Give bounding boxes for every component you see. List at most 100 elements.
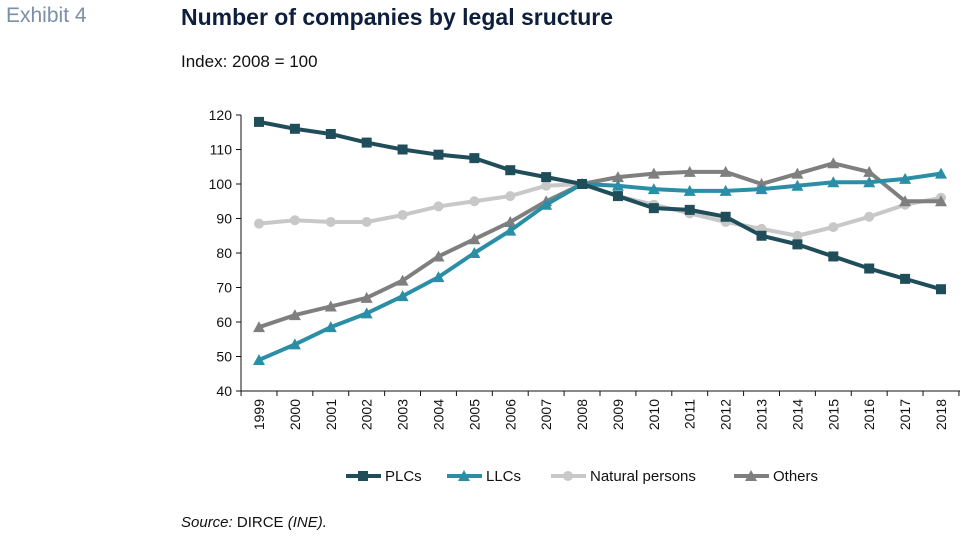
data-point-others [360, 291, 373, 303]
data-point-llcs [863, 176, 876, 188]
data-point-plcs [936, 284, 946, 295]
data-point-plcs [720, 211, 731, 222]
series-line-llcs [258, 171, 942, 362]
x-tick-label: 2001 [323, 399, 339, 430]
data-point-others [899, 195, 912, 207]
data-point-llcs [755, 183, 768, 195]
x-tick-label: 2012 [718, 399, 734, 430]
data-point-plcs [864, 263, 875, 274]
data-point-llcs [935, 167, 947, 179]
data-point-llcs [719, 184, 732, 196]
data-point-plcs [684, 204, 695, 215]
data-point-llcs [504, 224, 517, 236]
x-tick-label: 2006 [502, 399, 518, 430]
x-tick-label: 2014 [789, 399, 805, 430]
data-point-llcs [360, 307, 373, 319]
x-tick-label: 2010 [646, 399, 662, 430]
data-point-plcs [792, 239, 803, 250]
data-point-plcs [828, 251, 839, 262]
chart-legend: PLCs LLCs Natural persons Others [346, 468, 818, 485]
chart-series [253, 116, 947, 365]
legend-marker-plcs [358, 471, 368, 481]
data-point-plcs [325, 128, 336, 139]
source-note: Source: DIRCE (INE). [181, 514, 327, 531]
y-tick-label: 60 [216, 314, 232, 330]
data-point-llcs [791, 179, 804, 191]
data-point-others [611, 171, 624, 183]
data-point-llcs [253, 353, 265, 365]
x-tick-label: 2008 [574, 399, 590, 430]
chart-axes: 40 50 60 70 80 90 100 110 120 1999 2000 2001 2002 200… [209, 107, 960, 430]
data-point-llcs [540, 198, 553, 210]
legend-label-llcs: LLCs [486, 468, 521, 485]
source-org: (INE). [287, 514, 327, 531]
legend-marker-natural-persons [563, 471, 573, 481]
data-point-others [432, 250, 445, 262]
series-line-plcs [258, 119, 942, 292]
data-point-others [396, 274, 409, 286]
y-tick-label: 100 [209, 176, 233, 192]
data-point-llcs [468, 247, 481, 258]
data-point-plcs [469, 153, 480, 164]
legend-item-llcs: LLCs [447, 468, 521, 485]
legend-item-others: Others [734, 468, 818, 485]
data-point-natural-persons [254, 218, 264, 229]
y-tick-label: 80 [216, 245, 232, 261]
data-point-plcs [648, 203, 659, 214]
data-point-others [935, 195, 947, 207]
x-tick-label: 2007 [538, 399, 554, 430]
data-point-others [683, 165, 696, 177]
data-point-llcs [288, 338, 301, 350]
data-point-others [791, 167, 804, 179]
y-tick-label: 110 [210, 142, 233, 158]
data-point-llcs [899, 172, 912, 184]
series-llcs [253, 167, 947, 365]
data-point-llcs [827, 176, 840, 188]
x-tick-label: 2003 [395, 399, 411, 430]
exhibit-label: Exhibit 4 [6, 4, 87, 27]
legend-label-natural-persons: Natural persons [590, 468, 696, 485]
chart-title: Number of companies by legal sructure [181, 4, 614, 30]
data-point-plcs [577, 179, 588, 189]
data-point-others [827, 157, 840, 169]
x-tick-label: 2011 [682, 399, 698, 429]
x-tick-label: 1999 [251, 399, 267, 430]
data-point-natural-persons [361, 216, 372, 227]
data-point-natural-persons [397, 210, 408, 221]
legend-item-plcs: PLCs [346, 468, 422, 485]
data-point-others [647, 167, 660, 179]
data-point-natural-persons [505, 191, 516, 202]
data-point-plcs [397, 144, 408, 155]
data-point-plcs [361, 137, 372, 148]
x-tick-label: 2005 [466, 399, 482, 430]
data-point-plcs [541, 172, 552, 183]
data-point-plcs [289, 123, 300, 134]
source-name: DIRCE [236, 514, 284, 531]
data-point-plcs [900, 273, 911, 284]
data-point-natural-persons [433, 201, 444, 212]
data-point-plcs [505, 165, 516, 176]
data-point-natural-persons [325, 216, 336, 227]
data-point-others [324, 300, 337, 312]
data-point-llcs [396, 290, 409, 302]
data-point-llcs [324, 321, 337, 333]
data-point-llcs [683, 184, 696, 196]
x-tick-label: 2004 [430, 399, 446, 430]
data-point-natural-persons [864, 211, 875, 222]
data-point-plcs [612, 191, 623, 202]
data-point-plcs [433, 149, 444, 160]
source-label: Source: [181, 514, 233, 531]
data-point-others [253, 321, 265, 333]
y-tick-label: 70 [216, 280, 232, 296]
x-tick-label: 2000 [287, 399, 303, 430]
data-point-others [863, 165, 876, 177]
x-tick-label: 2013 [754, 399, 770, 430]
x-tick-label: 2015 [825, 399, 841, 430]
data-point-natural-persons [828, 222, 839, 233]
y-tick-label: 90 [216, 211, 232, 227]
series-plcs [254, 116, 946, 295]
legend-label-plcs: PLCs [385, 468, 422, 485]
data-point-others [504, 215, 517, 227]
legend-marker-others [745, 470, 757, 481]
